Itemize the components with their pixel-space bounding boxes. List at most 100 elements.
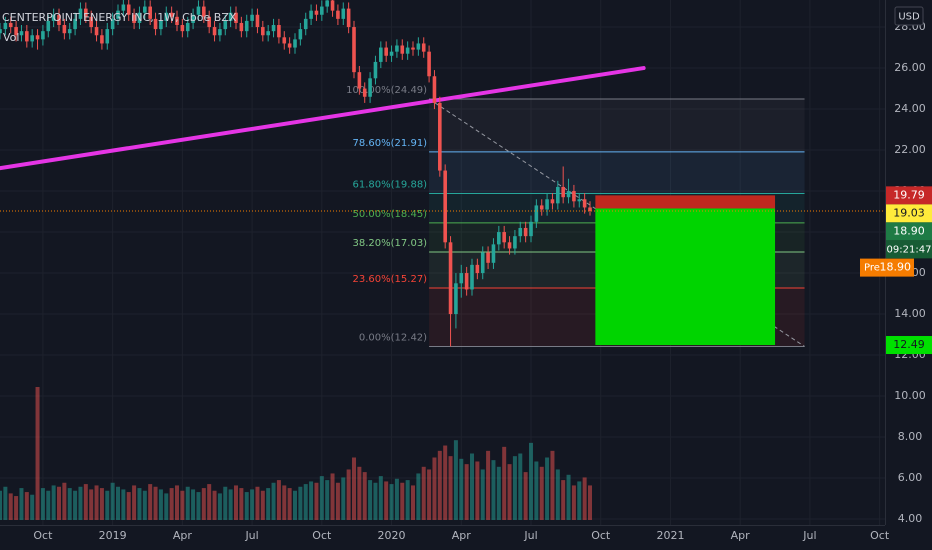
volume-bar (14, 496, 19, 520)
candle-body (373, 61, 378, 79)
candle-body (438, 102, 442, 171)
volume-bar (282, 485, 287, 520)
price-badge (886, 204, 932, 223)
price-badge-label: 12.49 (893, 338, 925, 351)
y-tick-label: 8.00 (898, 430, 923, 443)
volume-bar (357, 466, 362, 520)
candle-body (507, 242, 512, 249)
volume-bar (298, 486, 303, 520)
symbol-title[interactable]: CENTERPOINT ENERGY INC, 1W, Cboe BZX (2, 11, 237, 24)
volume-bar (89, 489, 94, 520)
candle-body (314, 10, 319, 15)
y-tick-label: 4.00 (898, 512, 923, 525)
currency-box[interactable] (894, 6, 924, 26)
price-badge (886, 222, 932, 241)
candle-body (320, 6, 324, 15)
candle-body (244, 20, 249, 32)
candle-body (513, 236, 517, 249)
candle-body (443, 170, 447, 243)
volume-bar (196, 492, 201, 520)
volume-bar (239, 488, 244, 520)
candle-body (121, 4, 126, 11)
candle-body (336, 10, 340, 19)
volume-bar (260, 490, 265, 520)
volume-bar (523, 472, 528, 520)
volume-bar (276, 480, 281, 520)
price-badge-label: 19.79 (893, 188, 925, 201)
volume-bar (8, 493, 13, 520)
volume-bar (105, 490, 110, 520)
candle-body (346, 8, 351, 28)
candle-body (169, 12, 174, 17)
volume-bar (588, 485, 592, 520)
volume-bar (384, 481, 389, 520)
candle-body (497, 232, 501, 245)
candle-body (341, 8, 346, 19)
volume-bar (539, 466, 544, 520)
volume-bar (30, 494, 35, 520)
candle-body (3, 22, 8, 30)
volume-bar (73, 490, 78, 520)
volume-bar (78, 486, 83, 520)
fib-label: 100.00%(24.49) (346, 85, 427, 96)
candle-body (459, 273, 464, 284)
volume-legend[interactable]: Vol (3, 31, 19, 44)
candle-body (51, 14, 56, 21)
candle-body (293, 39, 297, 48)
candle-body (126, 4, 131, 15)
volume-bar (175, 485, 179, 520)
candle-body (175, 16, 179, 26)
volume-bar (46, 490, 51, 520)
y-tick-label: 14.00 (894, 307, 926, 320)
volume-bar (518, 453, 523, 520)
volume-bar (502, 446, 507, 520)
pre-badge (860, 258, 914, 277)
volume-bar (19, 488, 24, 520)
candle-body (271, 25, 276, 32)
candle-body (148, 6, 152, 19)
volume-bar (325, 480, 330, 520)
volume-bar (400, 482, 405, 520)
candle-body (164, 12, 169, 21)
y-tick-label: 26.00 (894, 61, 926, 74)
candle-body (427, 51, 431, 77)
fib-label: 61.80%(19.88) (353, 180, 428, 191)
x-tick-label: Jul (802, 529, 816, 542)
candle-body (405, 47, 410, 54)
candle-body (362, 88, 367, 97)
x-tick-label: 2019 (99, 529, 127, 542)
volume-bar (309, 481, 314, 520)
candle-body (529, 221, 533, 237)
volume-bar (293, 490, 297, 520)
volume-bar (545, 457, 550, 520)
candle-body (46, 20, 51, 32)
volume-bar (480, 469, 485, 520)
fib-label: 78.60%(21.91) (353, 138, 428, 149)
candle-body (223, 20, 228, 30)
candle-body (110, 18, 115, 30)
x-tick-label: Apr (731, 529, 751, 542)
candle-body (572, 191, 576, 202)
candle-body (228, 12, 233, 21)
volume-bar (137, 488, 142, 520)
candle-body (84, 8, 88, 17)
volume-bar (67, 488, 72, 520)
candle-body (480, 252, 485, 274)
candle-body (330, 0, 335, 11)
candle-body (556, 186, 560, 204)
candle-body (105, 29, 110, 44)
fib-label: 50.00%(18.45) (353, 209, 428, 220)
volume-bar (346, 469, 351, 520)
candle-body (566, 191, 571, 198)
candle-body (325, 0, 329, 7)
y-tick-label: 22.00 (894, 143, 926, 156)
candle-body (464, 273, 469, 290)
x-tick-label: Jul (244, 529, 258, 542)
candle-body (389, 51, 394, 56)
volume-bar (24, 492, 29, 520)
candle-body (523, 227, 528, 237)
volume-bar (507, 464, 512, 520)
candle-body (475, 264, 480, 274)
price-badge (886, 336, 932, 355)
x-tick-label: Apr (173, 529, 193, 542)
